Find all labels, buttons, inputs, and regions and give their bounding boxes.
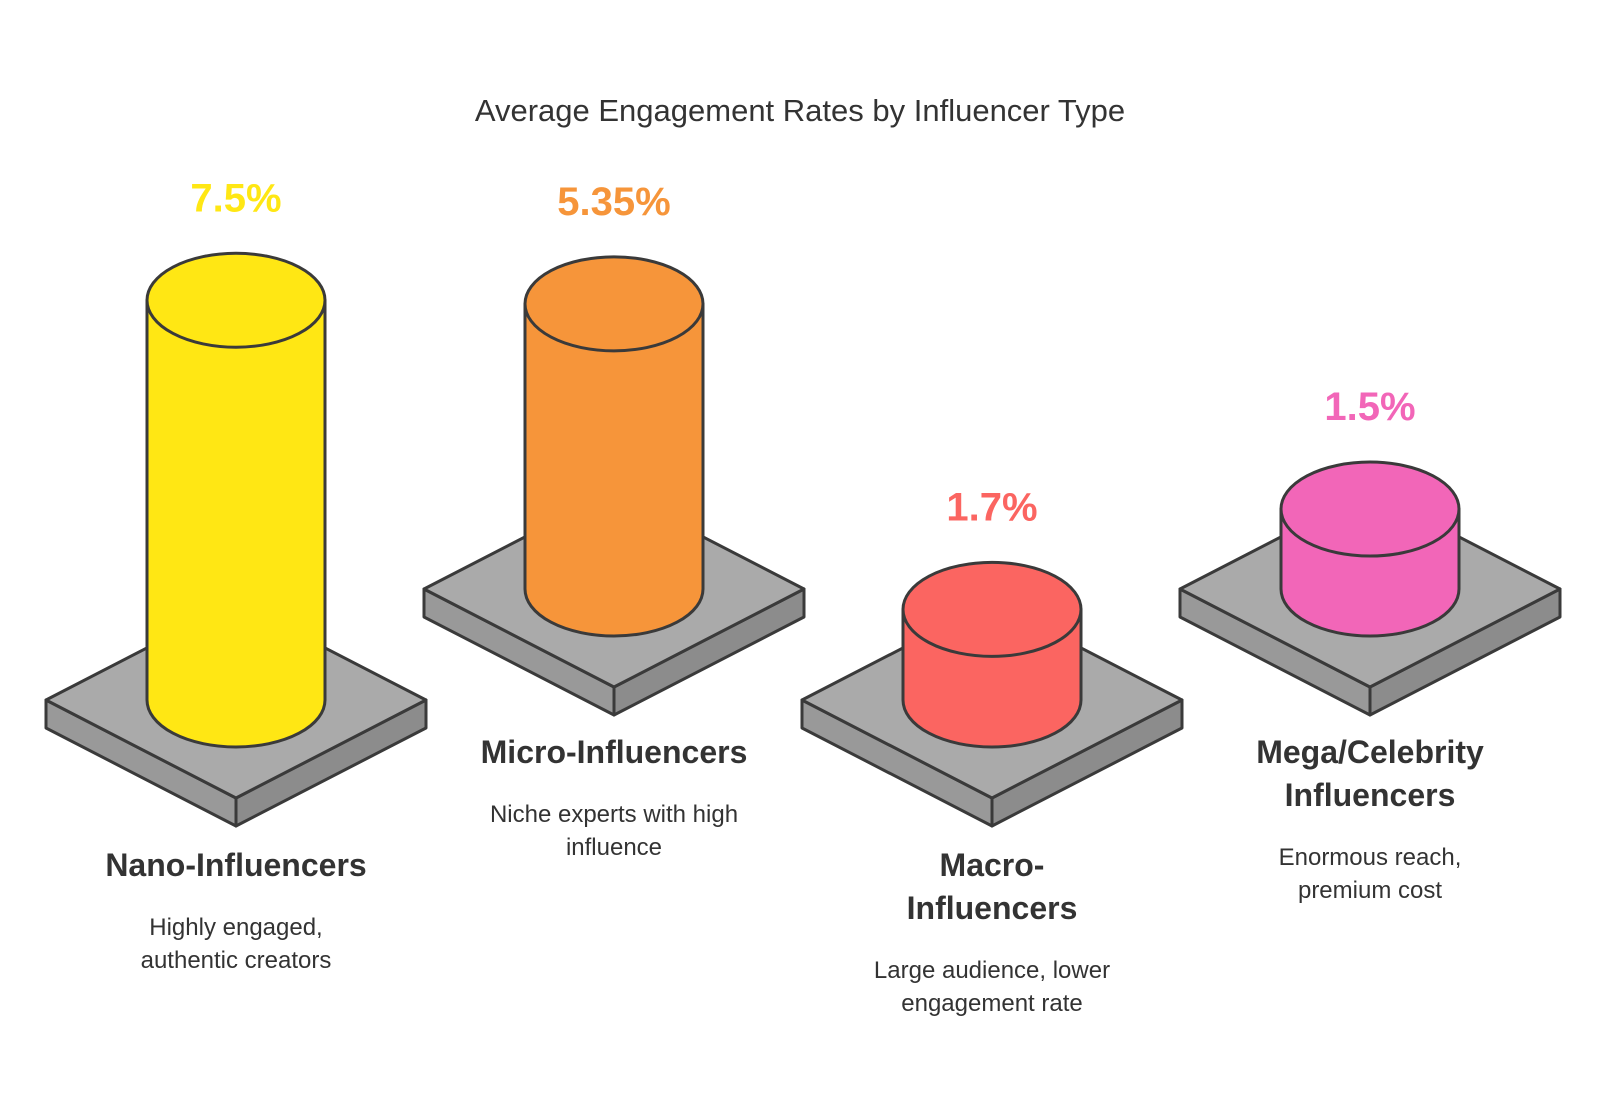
data-label: 5.35% bbox=[557, 180, 670, 224]
category-description: Large audience, lower bbox=[874, 957, 1110, 984]
category-description: influence bbox=[566, 834, 662, 861]
bar-cylinder-top bbox=[901, 560, 1083, 658]
bar-group: 1.5% Mega/Celebrity Influencers Enormous re… bbox=[1178, 385, 1562, 904]
category-description: engagement rate bbox=[901, 990, 1082, 1017]
category-description: Niche experts with high bbox=[490, 801, 738, 828]
category-label: Macro- bbox=[940, 847, 1045, 883]
category-label: Nano-Influencers bbox=[105, 847, 366, 883]
category-description: authentic creators bbox=[141, 947, 332, 974]
bar-group: 7.5% Nano-Influencers Highly engaged, authe… bbox=[44, 176, 428, 974]
category-label: Mega/Celebrity bbox=[1256, 734, 1484, 770]
bar-cylinder-top bbox=[145, 251, 327, 349]
category-description: premium cost bbox=[1298, 877, 1442, 904]
data-label: 1.7% bbox=[946, 485, 1037, 529]
bar-group: 1.7% Macro- Influencers Large audience, low… bbox=[800, 485, 1184, 1017]
bar-cylinder bbox=[523, 302, 705, 638]
category-description: Highly engaged, bbox=[149, 914, 322, 941]
bars-layer: 7.5% Nano-Influencers Highly engaged, authe… bbox=[44, 176, 1562, 1017]
category-label: Influencers bbox=[1285, 777, 1456, 813]
category-description: Enormous reach, bbox=[1279, 844, 1462, 871]
data-label: 7.5% bbox=[190, 176, 281, 220]
category-label: Micro-Influencers bbox=[481, 734, 748, 770]
bar-cylinder-top bbox=[1279, 460, 1461, 558]
category-label: Influencers bbox=[907, 890, 1078, 926]
data-label: 1.5% bbox=[1324, 385, 1415, 429]
bar-cylinder-top bbox=[523, 255, 705, 353]
chart-title: Average Engagement Rates by Influencer T… bbox=[475, 93, 1125, 128]
bar-group: 5.35% Micro-Influencers Niche experts with… bbox=[422, 180, 806, 861]
bar-cylinder bbox=[145, 298, 327, 749]
